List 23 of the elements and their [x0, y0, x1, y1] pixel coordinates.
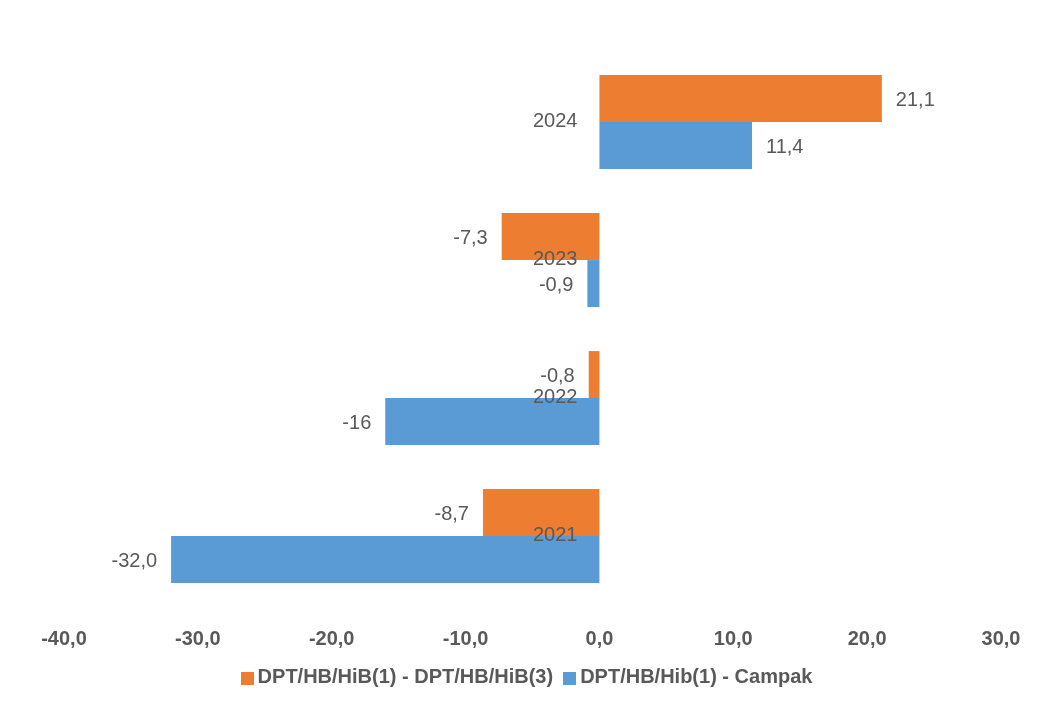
data-label: -7,3	[453, 225, 488, 248]
bar	[599, 75, 882, 123]
data-label: -16	[342, 410, 372, 433]
x-tick-label: 10,0	[713, 627, 753, 650]
y-tick-label: 2024	[532, 109, 578, 131]
data-label: 11,4	[766, 134, 804, 157]
x-tick-label: 20,0	[847, 627, 887, 650]
bar	[588, 351, 600, 399]
data-label: 21,1	[895, 87, 935, 110]
data-label: -0,8	[540, 363, 575, 386]
data-label: -8,7	[434, 501, 469, 524]
legend-label: DPT/HB/HiB(1) - DPT/HB/HiB(3)	[257, 665, 554, 687]
data-label: -0,9	[538, 272, 574, 295]
x-tick-label: -40,0	[41, 627, 87, 650]
legend-label: DPT/HB/Hib(1) - Campak	[580, 665, 813, 687]
x-tick-label: 30,0	[981, 627, 1021, 650]
bar	[587, 260, 600, 308]
data-label: -32,0	[111, 548, 158, 571]
x-tick-label: -20,0	[308, 627, 355, 650]
x-tick-label: 0,0	[585, 627, 614, 650]
bar	[599, 122, 753, 170]
x-tick-label: -10,0	[442, 627, 489, 650]
x-tick-label: -30,0	[175, 627, 221, 650]
